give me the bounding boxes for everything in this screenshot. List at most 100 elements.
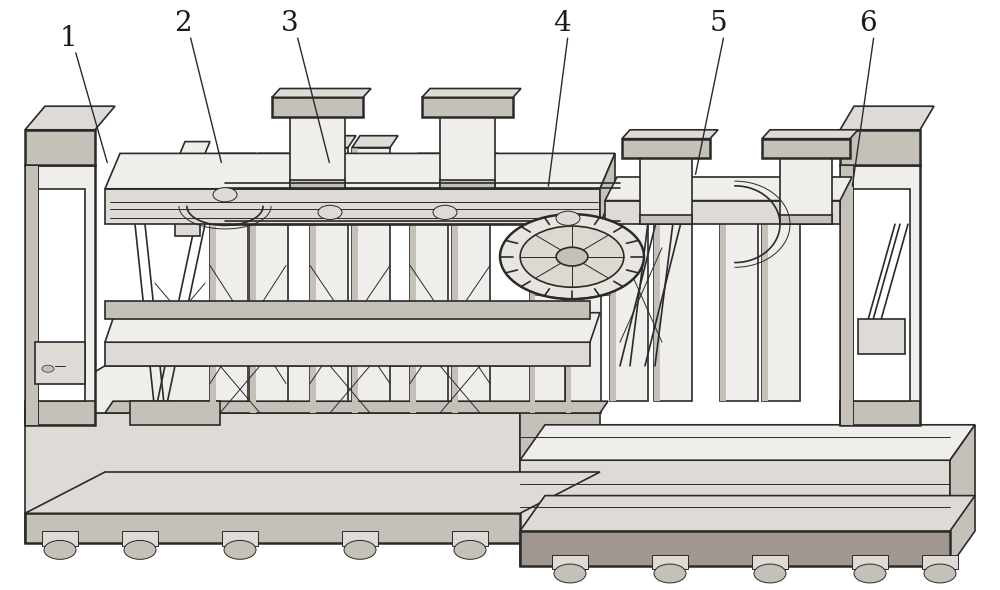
Circle shape — [433, 205, 457, 219]
Polygon shape — [352, 148, 358, 413]
Polygon shape — [605, 177, 852, 201]
Polygon shape — [210, 165, 248, 413]
Polygon shape — [250, 153, 296, 165]
Circle shape — [213, 188, 237, 202]
Circle shape — [754, 564, 786, 583]
Circle shape — [520, 226, 624, 287]
Polygon shape — [210, 153, 256, 165]
Polygon shape — [222, 531, 258, 546]
Polygon shape — [440, 180, 495, 189]
Text: 2: 2 — [174, 10, 192, 37]
Polygon shape — [310, 136, 356, 148]
Polygon shape — [780, 215, 832, 224]
Polygon shape — [640, 148, 692, 224]
Polygon shape — [520, 496, 975, 531]
Polygon shape — [25, 106, 115, 130]
Text: 6: 6 — [859, 10, 877, 37]
Polygon shape — [762, 139, 850, 158]
Polygon shape — [600, 153, 615, 224]
Polygon shape — [105, 313, 600, 342]
Text: 5: 5 — [709, 10, 727, 37]
Polygon shape — [25, 130, 95, 165]
Polygon shape — [452, 531, 488, 546]
Polygon shape — [840, 401, 920, 425]
Polygon shape — [840, 130, 920, 165]
Polygon shape — [422, 97, 513, 117]
Polygon shape — [720, 212, 758, 401]
Circle shape — [454, 540, 486, 559]
Polygon shape — [566, 177, 609, 189]
Polygon shape — [640, 215, 692, 224]
Polygon shape — [352, 148, 390, 413]
Polygon shape — [25, 513, 520, 543]
Polygon shape — [122, 531, 158, 546]
Polygon shape — [610, 195, 616, 401]
Polygon shape — [410, 153, 456, 165]
Circle shape — [854, 564, 886, 583]
Polygon shape — [250, 165, 256, 413]
Polygon shape — [520, 531, 950, 566]
Polygon shape — [410, 165, 416, 413]
Polygon shape — [105, 401, 608, 413]
Circle shape — [344, 540, 376, 559]
Polygon shape — [105, 153, 615, 189]
Polygon shape — [410, 165, 448, 413]
Polygon shape — [130, 401, 220, 425]
Polygon shape — [652, 555, 688, 569]
Polygon shape — [105, 342, 590, 366]
Text: 3: 3 — [281, 10, 299, 37]
Circle shape — [556, 211, 580, 225]
Polygon shape — [25, 165, 95, 425]
Polygon shape — [922, 555, 958, 569]
Polygon shape — [452, 153, 498, 165]
Polygon shape — [42, 531, 78, 546]
Polygon shape — [25, 413, 520, 543]
Polygon shape — [290, 106, 345, 189]
Polygon shape — [552, 555, 588, 569]
Polygon shape — [530, 189, 535, 413]
Polygon shape — [272, 97, 363, 117]
Polygon shape — [852, 555, 888, 569]
Polygon shape — [175, 165, 200, 236]
Polygon shape — [654, 195, 660, 401]
Polygon shape — [250, 165, 288, 413]
Polygon shape — [605, 201, 840, 224]
Polygon shape — [840, 165, 920, 425]
Polygon shape — [840, 165, 853, 425]
Polygon shape — [272, 88, 371, 97]
Circle shape — [44, 540, 76, 559]
Polygon shape — [720, 212, 726, 401]
Polygon shape — [520, 460, 950, 566]
Polygon shape — [530, 177, 573, 189]
Polygon shape — [452, 165, 458, 413]
Polygon shape — [210, 165, 216, 413]
Circle shape — [42, 365, 54, 372]
Circle shape — [556, 247, 588, 266]
Polygon shape — [566, 189, 571, 413]
Polygon shape — [610, 195, 648, 401]
Polygon shape — [35, 189, 85, 401]
Polygon shape — [342, 531, 378, 546]
Polygon shape — [452, 165, 490, 413]
Polygon shape — [25, 165, 38, 425]
Circle shape — [554, 564, 586, 583]
Polygon shape — [422, 88, 521, 97]
Polygon shape — [35, 342, 85, 384]
Text: 4: 4 — [553, 10, 571, 37]
Polygon shape — [950, 425, 975, 566]
Polygon shape — [622, 130, 718, 139]
Polygon shape — [520, 366, 600, 543]
Polygon shape — [440, 106, 495, 189]
Polygon shape — [840, 106, 934, 130]
Polygon shape — [310, 148, 316, 413]
Text: 1: 1 — [59, 25, 77, 52]
Polygon shape — [25, 401, 95, 425]
Circle shape — [500, 214, 644, 299]
Circle shape — [924, 564, 956, 583]
Polygon shape — [25, 472, 600, 513]
Polygon shape — [654, 195, 692, 401]
Polygon shape — [780, 148, 832, 224]
Polygon shape — [105, 301, 590, 319]
Polygon shape — [762, 212, 768, 401]
Polygon shape — [520, 425, 975, 460]
